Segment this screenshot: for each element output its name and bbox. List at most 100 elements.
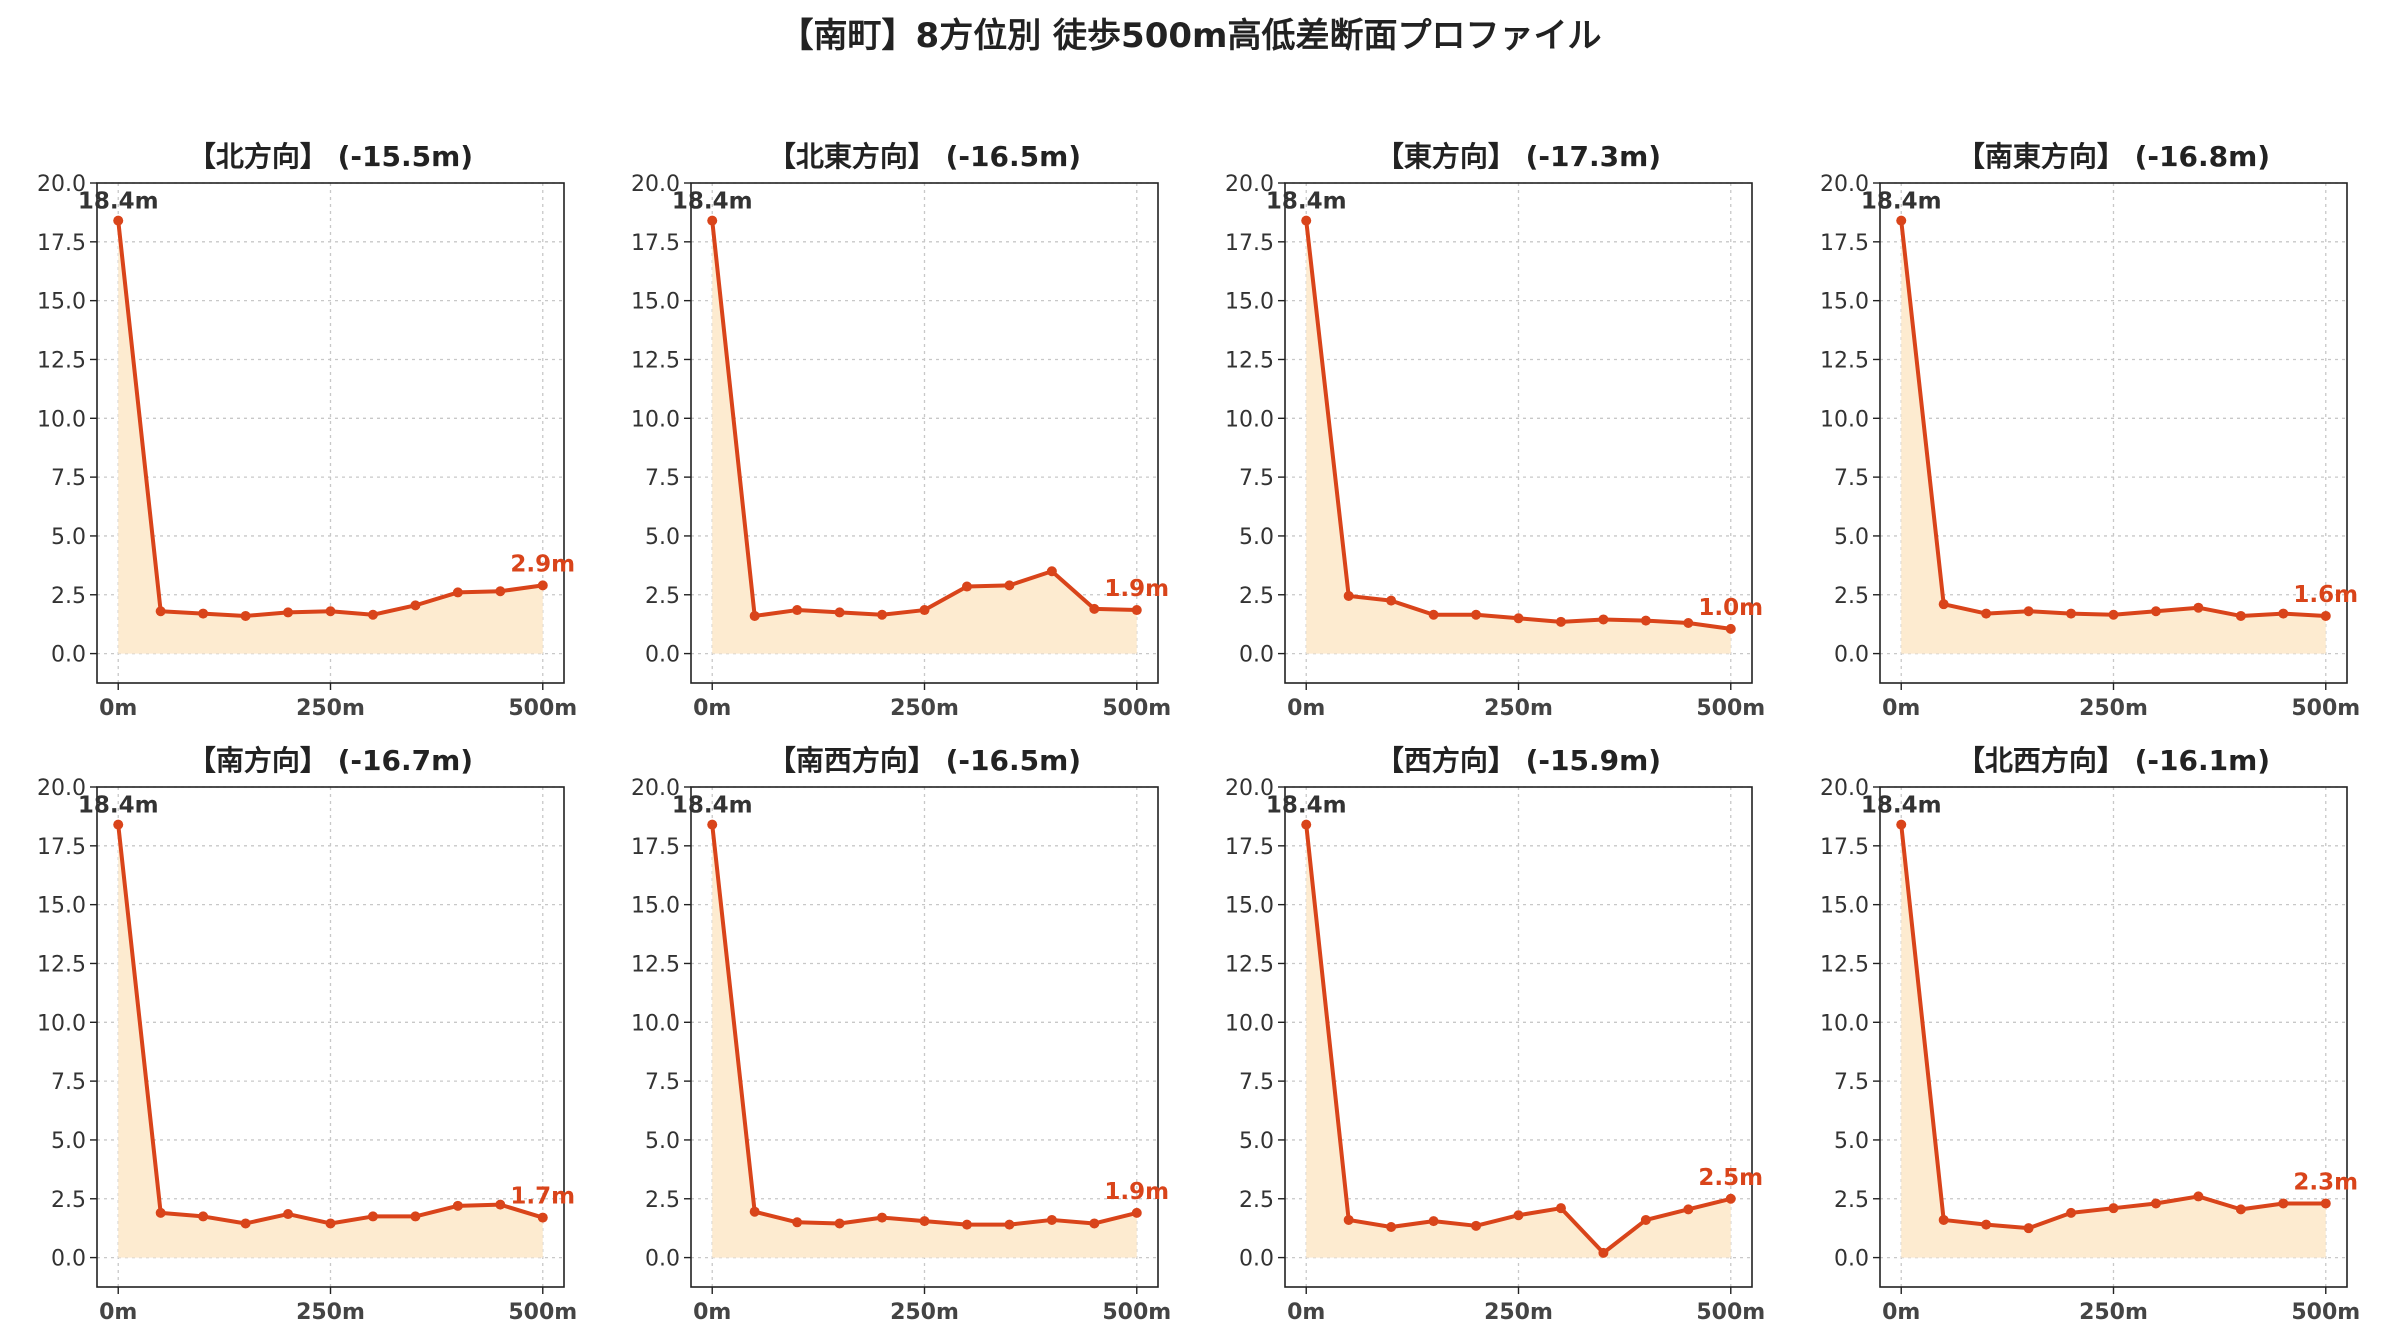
subplot-8: 0.0 2.5 5.0 7.5 10.0 12.5 15.0 17.5 20.0 0m 250m 50… [1820, 744, 2360, 1325]
y-tick-label: 2.5 [1239, 584, 1274, 609]
y-tick-label: 17.5 [1225, 231, 1274, 256]
start-value-label: 18.4m [1861, 189, 1942, 215]
y-tick-label: 2.5 [51, 584, 86, 609]
y-tick-label: 20.0 [1225, 172, 1274, 197]
y-tick-label: 15.0 [631, 894, 680, 919]
y-tick-label: 15.0 [1820, 290, 1869, 315]
y-tick-label: 17.5 [631, 231, 680, 256]
start-value-label: 18.4m [78, 189, 159, 215]
x-tick-label: 250m [1484, 1300, 1553, 1325]
data-point [2150, 1198, 2161, 1209]
data-point [537, 1212, 548, 1223]
data-point [707, 819, 718, 830]
data-point [1386, 1222, 1397, 1232]
data-point [1471, 1220, 1482, 1231]
data-point [2193, 602, 2204, 613]
y-tick-label: 20.0 [37, 776, 86, 801]
x-tick-label: 500m [508, 696, 577, 721]
data-point [452, 1200, 463, 1211]
data-point [707, 215, 718, 226]
data-point [1004, 1219, 1015, 1230]
y-tick-label: 12.5 [1820, 348, 1869, 373]
x-tick-label: 500m [2291, 1300, 2360, 1325]
data-point [495, 586, 506, 597]
end-value-label: 1.6m [2293, 582, 2358, 608]
data-point [283, 607, 294, 618]
y-tick-label: 20.0 [1225, 776, 1274, 801]
y-tick-label: 2.5 [645, 1188, 680, 1213]
x-tick-label: 500m [1696, 1300, 1765, 1325]
y-tick-label: 17.5 [37, 835, 86, 860]
data-point [1301, 215, 1312, 226]
y-tick-label: 2.5 [645, 584, 680, 609]
data-point [792, 605, 803, 616]
y-tick-label: 10.0 [631, 407, 680, 432]
y-tick-label: 12.5 [1225, 952, 1274, 977]
area-fill [1901, 824, 2326, 1258]
y-tick-label: 0.0 [645, 643, 680, 668]
y-tick-label: 5.0 [645, 525, 680, 550]
data-point [2193, 1191, 2204, 1202]
data-point [1683, 1204, 1694, 1215]
data-point [113, 215, 124, 226]
subplot-3: 0.0 2.5 5.0 7.5 10.0 12.5 15.0 17.5 20.0 0m 250m 50… [1225, 140, 1765, 721]
y-tick-label: 0.0 [1239, 1247, 1274, 1272]
x-tick-label: 250m [2079, 1300, 2148, 1325]
y-tick-label: 17.5 [37, 231, 86, 256]
y-tick-label: 12.5 [1820, 952, 1869, 977]
y-tick-label: 17.5 [1225, 835, 1274, 860]
x-tick-label: 0m [99, 1300, 137, 1325]
data-point [1301, 819, 1312, 830]
data-point [325, 606, 336, 617]
data-point [1896, 215, 1907, 226]
area-fill [1901, 220, 2326, 654]
data-point [1089, 603, 1100, 614]
data-point [877, 1212, 888, 1223]
y-tick-label: 7.5 [1834, 1070, 1869, 1095]
data-point [1598, 614, 1609, 625]
x-tick-label: 500m [508, 1300, 577, 1325]
subplot-6: 0.0 2.5 5.0 7.5 10.0 12.5 15.0 17.5 20.0 0m 250m 50… [631, 744, 1171, 1325]
area-fill [118, 220, 543, 654]
y-tick-label: 15.0 [631, 290, 680, 315]
y-tick-label: 7.5 [1239, 1070, 1274, 1095]
data-point [155, 1207, 166, 1218]
start-value-label: 18.4m [1266, 793, 1347, 819]
data-point [1046, 566, 1057, 577]
data-point [2023, 1223, 2034, 1234]
data-point [410, 1211, 421, 1222]
series-line [710, 824, 1138, 1227]
data-point [877, 609, 888, 620]
x-tick-label: 250m [890, 696, 959, 721]
data-point [1640, 615, 1651, 626]
subplot-title: 【南方向】 (-16.7m) [188, 744, 473, 777]
x-tick-label: 0m [1287, 1300, 1325, 1325]
data-point [1725, 623, 1736, 634]
x-tick-label: 250m [1484, 696, 1553, 721]
data-point [1981, 1219, 1992, 1230]
data-point [1981, 608, 1992, 619]
subplot-5: 0.0 2.5 5.0 7.5 10.0 12.5 15.0 17.5 20.0 0m 250m 50… [37, 744, 577, 1325]
start-value-label: 18.4m [1266, 189, 1347, 215]
data-point [537, 580, 548, 591]
y-tick-label: 10.0 [37, 407, 86, 432]
y-tick-label: 7.5 [51, 1070, 86, 1095]
y-tick-label: 20.0 [37, 172, 86, 197]
y-tick-label: 7.5 [1834, 466, 1869, 491]
y-tick-label: 0.0 [51, 643, 86, 668]
data-point [1938, 599, 1949, 610]
y-tick-label: 12.5 [631, 952, 680, 977]
y-tick-label: 5.0 [51, 1129, 86, 1154]
data-point [961, 1219, 972, 1230]
y-tick-label: 0.0 [645, 1247, 680, 1272]
y-tick-label: 0.0 [1239, 643, 1274, 668]
data-point [1386, 595, 1397, 606]
data-point [1640, 1214, 1651, 1225]
data-point [1513, 1210, 1524, 1221]
x-tick-label: 250m [2079, 696, 2148, 721]
data-point [367, 609, 378, 620]
y-tick-label: 20.0 [1820, 776, 1869, 801]
x-tick-label: 0m [1882, 1300, 1920, 1325]
end-value-label: 2.5m [1698, 1165, 1763, 1191]
data-point [410, 600, 421, 611]
